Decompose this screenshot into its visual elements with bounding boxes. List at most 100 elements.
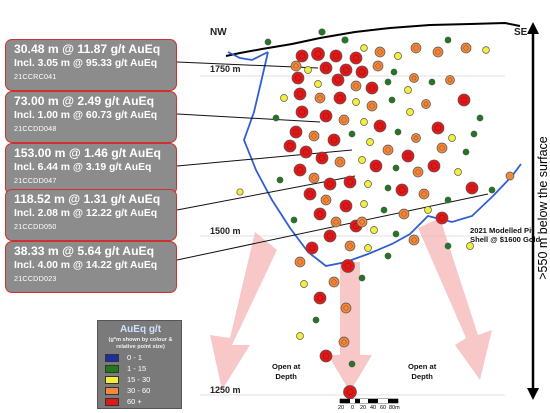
assay-point-66 [427,159,441,173]
assay-point-ring-110 [341,339,347,345]
assay-point-102 [341,259,355,273]
assay-point-ring-25 [353,83,359,89]
assay-point-55 [382,144,394,156]
assay-point-ring-68 [296,167,303,174]
assay-point-32 [314,92,326,104]
assay-point-17 [339,63,353,77]
assay-point-80 [339,199,353,213]
assay-point-ring-96 [326,233,333,240]
assay-point-58 [462,148,470,156]
assay-point-115 [448,134,456,142]
assay-point-ring-69 [311,175,317,181]
assay-point-ring-6 [435,49,441,55]
assay-point-ring-63 [372,163,379,170]
assay-point-113 [343,385,357,399]
assay-point-15 [304,66,312,74]
assay-point-98 [305,241,319,255]
assay-point-ring-99 [297,259,303,265]
assay-point-ring-14 [293,63,299,69]
legend-swatch-3 [105,387,119,395]
assay-point-ring-43 [341,117,347,123]
assay-point-84 [424,206,432,214]
assay-point-46 [394,128,402,136]
assay-point-10 [295,49,309,63]
assay-point-78 [303,187,317,201]
assay-point-ring-8 [463,45,469,51]
legend-item-2: 15 - 30 [105,375,181,384]
assay-point-97 [344,240,356,252]
assay-point-ring-45 [376,123,383,130]
assay-point-ring-113 [346,388,354,396]
scale-bar-segment-5 [378,399,388,403]
assay-point-51 [308,130,320,142]
assay-point-ring-103 [331,279,337,285]
assay-point-ring-65 [415,169,421,175]
legend-item-4: 60 + [105,397,181,406]
assay-point-94 [290,216,298,224]
pit-shell-label: 2021 Modelled Pit Shell @ $1600 Gold [470,226,540,244]
assay-point-ring-3 [377,49,383,55]
assay-point-18 [355,65,369,79]
assay-point-42 [319,109,333,123]
assay-point-36 [388,96,396,104]
assay-point-82 [380,206,388,214]
assay-point-ring-107 [343,305,349,311]
assay-point-122 [444,242,452,250]
assay-point-4 [394,52,402,60]
assay-point-ring-26 [368,85,375,92]
pit-shell-rim-left [227,51,269,61]
intercept-callout-3: 153.00 m @ 1.46 g/t AuEq Incl. 6.44 m @ … [5,143,177,195]
assay-point-85 [435,211,449,225]
assay-point-86 [488,186,496,194]
intercept-callout-2: 73.00 m @ 2.49 g/t AuEq Incl. 1.00 m @ 6… [5,91,177,143]
assay-point-0 [318,28,326,36]
intercept-3-main: 153.00 m @ 1.46 g/t AuEq [14,146,161,160]
assay-point-2 [360,44,368,52]
assay-point-79 [320,194,332,206]
scale-bar-segment-4 [368,399,378,403]
assay-point-5 [410,42,422,54]
assay-point-ring-80 [342,203,349,210]
assay-point-8 [460,42,472,54]
callout-leader-line-5 [176,193,489,261]
assay-point-3 [374,46,386,58]
assay-point-75 [418,188,430,200]
assay-point-52 [327,133,341,147]
assay-point-61 [334,156,346,168]
intercept-callout-5: 38.33 m @ 5.64 g/t AuEq Incl. 4.00 m @ 1… [5,241,177,293]
assay-point-68 [293,163,307,177]
assay-point-7 [444,36,452,44]
assay-point-6 [432,46,444,58]
scale-bar-segment-3 [360,399,368,403]
pit-shell-label-line2: Shell @ $1600 Gold [470,235,541,244]
assay-point-107 [340,302,352,314]
assay-point-54 [366,138,374,146]
assay-point-ring-92 [411,237,417,243]
assay-point-28 [404,86,412,94]
depth-arrow [527,22,539,400]
assay-point-119 [283,139,297,153]
assay-point-109 [296,332,304,340]
legend-swatch-2 [105,376,119,384]
assay-point-25 [350,80,362,92]
assay-point-ring-17 [342,67,349,74]
assay-point-ring-74 [398,187,405,194]
open-at-depth-left-line2: Depth [275,372,297,381]
assay-point-65 [412,166,424,178]
legend-label-1: 1 - 15 [127,364,147,373]
assay-point-ring-59 [302,149,309,156]
assay-point-41 [295,105,309,119]
assay-point-ring-39 [460,97,467,104]
assay-points [236,28,515,399]
assay-point-ring-88 [333,219,339,225]
assay-point-ring-18 [358,69,365,76]
assay-point-ring-61 [337,159,343,165]
assay-point-101 [384,252,392,260]
scale-label-20: 20 [360,405,367,411]
open-at-depth-label-right: Open at Depth [408,362,436,382]
assay-point-39 [457,93,471,107]
assay-point-13 [349,51,363,65]
assay-point-105 [300,280,308,288]
pit-shell-label-line1: 2021 Modelled Pit [470,226,534,235]
assay-point-ring-21 [411,75,417,81]
